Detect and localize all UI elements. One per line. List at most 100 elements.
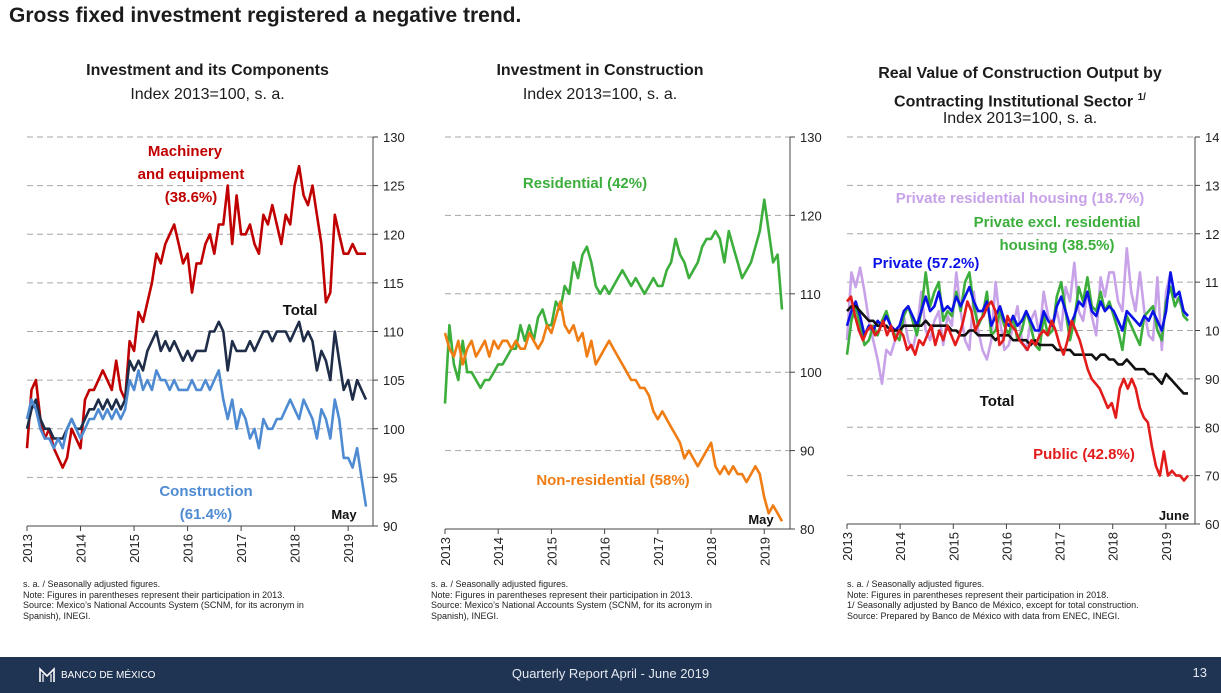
chart-title: Real Value of Construction Output by Con… (840, 62, 1200, 114)
series-line (443, 300, 784, 522)
y-tick-label: 120 (383, 227, 405, 242)
x-tick-label: 2013 (840, 532, 855, 561)
slide-title: Gross fixed investment registered a nega… (9, 4, 522, 27)
y-tick-label: 13 (1205, 178, 1219, 193)
chart-panel-construction-output: Real Value of Construction Output by Con… (840, 0, 1221, 655)
footnote-line: s. a. / Seasonally adjusted figures. (23, 579, 161, 589)
logo-text: BANCO DE MÉXICO (61, 669, 156, 681)
y-tick-label: 130 (800, 130, 822, 145)
y-tick-label: 14 (1205, 130, 1219, 145)
end-period-label: May (331, 507, 357, 522)
logo: BANCO DE MÉXICO (38, 665, 155, 685)
series-line (845, 271, 1189, 337)
x-tick-label: 2018 (288, 534, 303, 563)
x-tick-label: 2017 (234, 534, 249, 563)
y-tick-label: 90 (383, 519, 397, 534)
chart-title: Investment and its Components (86, 62, 329, 79)
series-label: Total (980, 393, 1015, 410)
series-label: Private excl. residential (974, 214, 1141, 231)
series-label: (38.6%) (165, 189, 218, 206)
x-tick-label: 2018 (704, 537, 719, 566)
chart-title: Investment in Construction (496, 62, 704, 79)
y-tick-label: 125 (383, 179, 405, 194)
chart-panel-investment-components: Investment and its Components Index 2013… (0, 0, 420, 655)
footer-bar: BANCO DE MÉXICO Quarterly Report April -… (0, 657, 1221, 693)
x-tick-label: 2015 (127, 534, 142, 563)
footnote-line: s. a. / Seasonally adjusted figures. (847, 579, 985, 589)
chart-construction-output: 60 70 80 90 10 11 12 13 14 2013 2014 2015 2016 2017 20… (840, 130, 1219, 561)
x-tick-label: 2018 (1106, 532, 1121, 561)
y-tick-label: 105 (383, 373, 405, 388)
x-tick-label: 2014 (491, 537, 506, 566)
series-label: Machinery (148, 143, 223, 160)
series-label: Construction (159, 483, 252, 500)
x-tick-label: 2016 (598, 537, 613, 566)
x-tick-label: 2013 (438, 537, 453, 566)
series-label: housing (38.5%) (999, 237, 1114, 254)
footnote-line: Source: Mexico’s National Accounts Syste… (431, 600, 712, 610)
footnote-line: Note: Figures in parentheses represent t… (847, 589, 1109, 600)
x-tick-label: 2019 (341, 534, 356, 563)
chart-investment-components: 90 95 100 105 110 115 120 125 130 2013 2014 2015 201… (20, 130, 405, 563)
x-tick-label: 2017 (651, 537, 666, 566)
y-tick-label: 120 (800, 208, 822, 223)
y-tick-label: 60 (1205, 517, 1219, 532)
series-line (845, 295, 1190, 482)
y-tick-label: 12 (1205, 227, 1219, 242)
chart-subtitle: Index 2013=100, s. a. (522, 86, 678, 103)
chart-subtitle: Index 2013=100, s. a. (130, 86, 285, 103)
x-tick-label: 2015 (544, 537, 559, 566)
series-label: Public (42.8%) (1033, 446, 1135, 463)
x-tick-label: 2015 (946, 532, 961, 561)
y-tick-label: 90 (800, 444, 814, 459)
series-label: Total (283, 302, 318, 319)
footnote: s. a. / Seasonally adjusted figures. Not… (431, 579, 712, 621)
series-label: Non-residential (58%) (536, 472, 689, 489)
series-label: and equipment (138, 166, 245, 183)
footnote-line: s. a. / Seasonally adjusted figures. (431, 579, 569, 589)
x-tick-label: 2013 (20, 534, 35, 563)
series-line (443, 198, 784, 404)
x-tick-label: 2016 (999, 532, 1014, 561)
chart-panel-investment-construction: Investment in Construction Index 2013=10… (420, 0, 840, 655)
end-period-label: June (1159, 508, 1189, 523)
x-tick-label: 2014 (893, 532, 908, 561)
footnote: s. a. / Seasonally adjusted figures. Not… (847, 579, 1139, 621)
footnote-line: Spanish), INEGI. (23, 610, 91, 621)
footnote-line: Note: Figures in parentheses represent t… (23, 589, 285, 600)
end-period-label: May (748, 512, 774, 527)
series-line (25, 164, 366, 469)
x-tick-label: 2017 (1053, 532, 1068, 561)
series-label: Private (57.2%) (873, 255, 980, 272)
series-label: Private residential housing (18.7%) (896, 190, 1144, 207)
y-tick-label: 90 (1205, 372, 1219, 387)
chart-investment-construction: 80 90 100 110 120 130 2013 2014 2015 2016 2017 2018… (438, 130, 822, 566)
page-number: 13 (1192, 665, 1207, 680)
series-line (25, 369, 368, 507)
y-tick-label: 80 (800, 522, 814, 537)
footnote-line: Spanish), INEGI. (431, 610, 499, 621)
x-tick-label: 2014 (74, 534, 89, 563)
chart-title-text: Real Value of Construction Output by Con… (878, 65, 1162, 111)
bank-logo-icon (39, 667, 55, 682)
y-tick-label: 11 (1205, 275, 1219, 290)
x-tick-label: 2016 (181, 534, 196, 563)
y-tick-label: 10 (1205, 324, 1219, 339)
footnote-line: Source: Prepared by Banco de México with… (847, 610, 1120, 621)
y-tick-label: 110 (383, 325, 404, 340)
footer-text: Quarterly Report April - June 2019 (511, 666, 710, 681)
x-tick-label: 2019 (1159, 532, 1174, 561)
y-tick-label: 100 (383, 422, 405, 437)
series-line (25, 320, 368, 440)
footnote-line: 1/ Seasonally adjusted by Banco de Méxic… (847, 600, 1139, 610)
series-label: (61.4%) (180, 506, 233, 523)
y-tick-label: 110 (800, 287, 821, 302)
chart-subtitle: Index 2013=100, s. a. (942, 110, 1098, 127)
y-tick-label: 130 (383, 130, 405, 145)
y-tick-label: 70 (1205, 469, 1219, 484)
series-label: Residential (42%) (523, 175, 647, 192)
series-line (846, 304, 1188, 395)
y-tick-label: 80 (1205, 420, 1219, 435)
chart-title-footnote-mark: 1/ (1137, 92, 1146, 103)
y-tick-label: 115 (383, 276, 404, 291)
